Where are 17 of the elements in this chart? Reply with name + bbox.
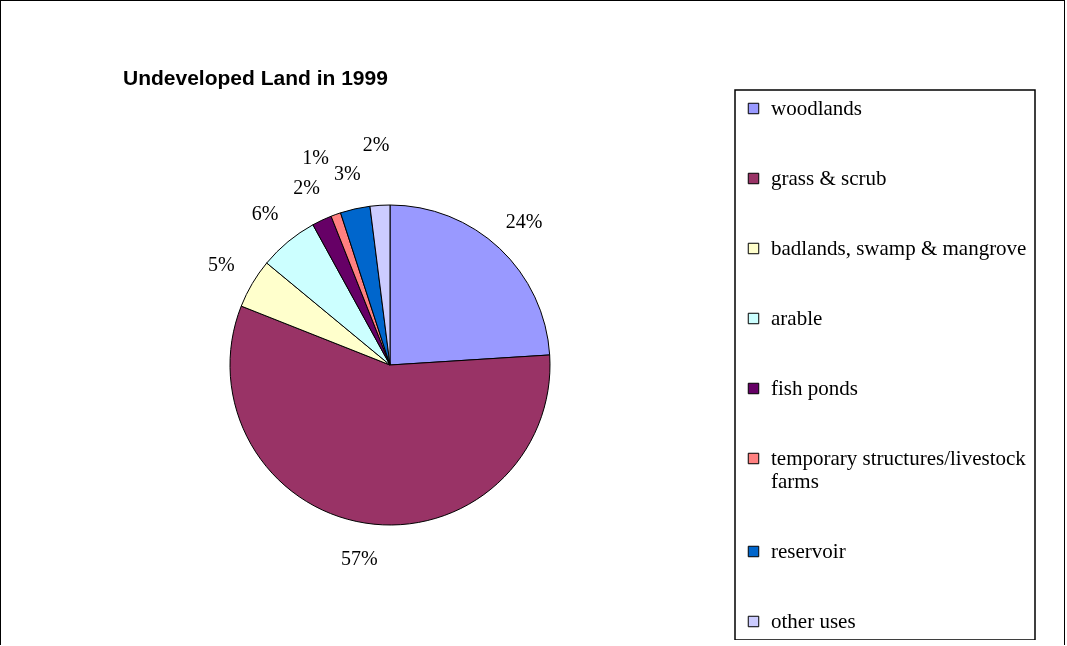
- legend-label: woodlands: [771, 95, 862, 120]
- data-label: 5%: [207, 253, 235, 276]
- legend-label: temporary structures/livestock farms: [771, 445, 1027, 493]
- legend-label: arable: [771, 305, 823, 330]
- data-label: 57%: [341, 546, 378, 569]
- legend-label: fish ponds: [771, 375, 858, 400]
- legend-label: grass & scrub: [771, 165, 887, 190]
- chart-title: Undeveloped Land in 1999: [123, 66, 388, 90]
- data-label: 2%: [293, 175, 320, 198]
- data-label: 3%: [333, 161, 361, 184]
- legend-label: reservoir: [771, 538, 846, 563]
- legend-label: other uses: [771, 608, 856, 633]
- legend-label: badlands, swamp & mangrove: [771, 235, 1027, 260]
- data-label: 1%: [302, 146, 329, 169]
- data-label: 6%: [251, 201, 279, 224]
- data-label: 2%: [362, 133, 390, 156]
- data-label: 24%: [505, 210, 543, 233]
